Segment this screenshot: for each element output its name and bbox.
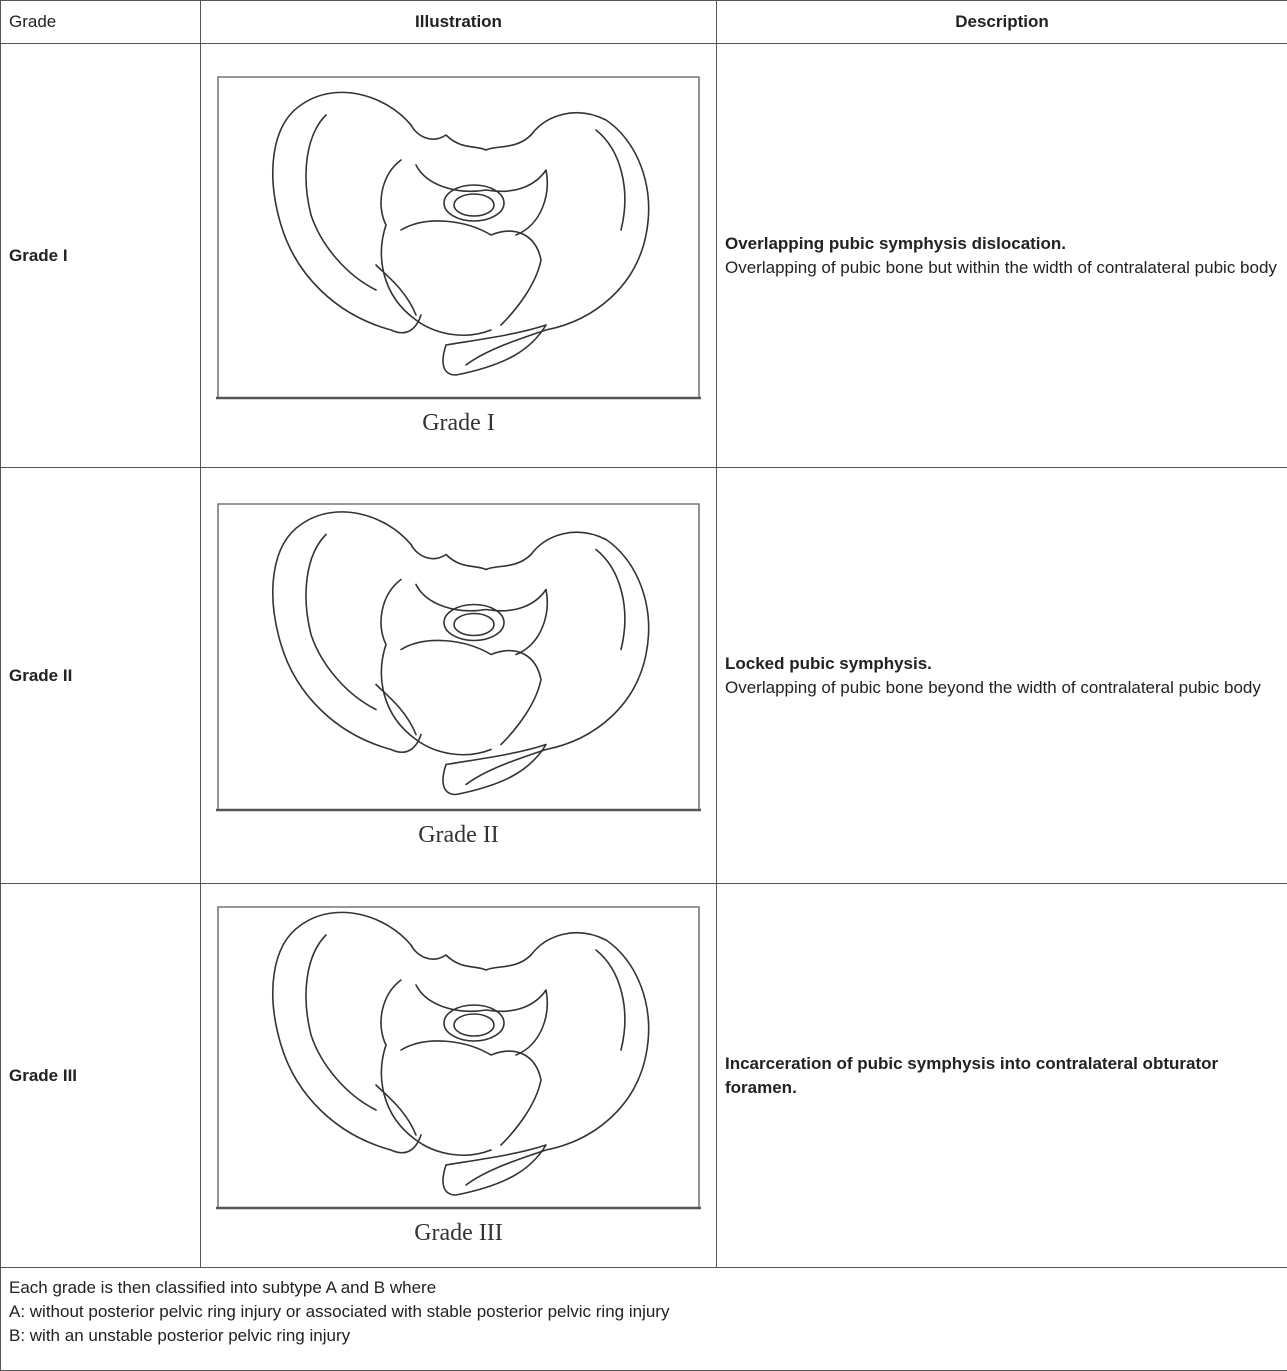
illustration-caption: Grade III — [215, 1220, 702, 1247]
footer-line: B: with an unstable posterior pelvic rin… — [9, 1324, 1279, 1348]
column-header: Grade — [1, 1, 201, 44]
illustration-cell: Grade II — [201, 468, 717, 884]
grade-cell: Grade III — [1, 884, 201, 1268]
description-title: Locked pubic symphysis. — [725, 652, 1279, 676]
grade-cell: Grade I — [1, 44, 201, 468]
description-cell: Overlapping pubic symphysis dislocation.… — [717, 44, 1287, 468]
illustration-caption: Grade II — [215, 822, 702, 849]
description-cell: Incarceration of pubic symphysis into co… — [717, 884, 1287, 1268]
description-cell: Locked pubic symphysis.Overlapping of pu… — [717, 468, 1287, 884]
footer-row: Each grade is then classified into subty… — [1, 1268, 1287, 1371]
pelvis-illustration — [216, 75, 701, 400]
grade-cell: Grade II — [1, 468, 201, 884]
footer-line: A: without posterior pelvic ring injury … — [9, 1300, 1279, 1324]
header-row: Grade Illustration Description — [1, 1, 1287, 44]
pelvis-illustration — [216, 502, 701, 812]
description-text: Overlapping of pubic bone beyond the wid… — [725, 676, 1279, 700]
illustration-cell: Grade III — [201, 884, 717, 1268]
pelvis-illustration — [216, 905, 701, 1210]
column-header: Description — [717, 1, 1287, 44]
illustration-cell: Grade I — [201, 44, 717, 468]
footer-cell: Each grade is then classified into subty… — [1, 1268, 1287, 1371]
footer-line: Each grade is then classified into subty… — [9, 1276, 1279, 1300]
illustration-caption: Grade I — [215, 410, 702, 437]
column-header: Illustration — [201, 1, 717, 44]
description-title: Incarceration of pubic symphysis into co… — [725, 1052, 1279, 1100]
description-title: Overlapping pubic symphysis dislocation. — [725, 232, 1279, 256]
description-text: Overlapping of pubic bone but within the… — [725, 256, 1279, 280]
